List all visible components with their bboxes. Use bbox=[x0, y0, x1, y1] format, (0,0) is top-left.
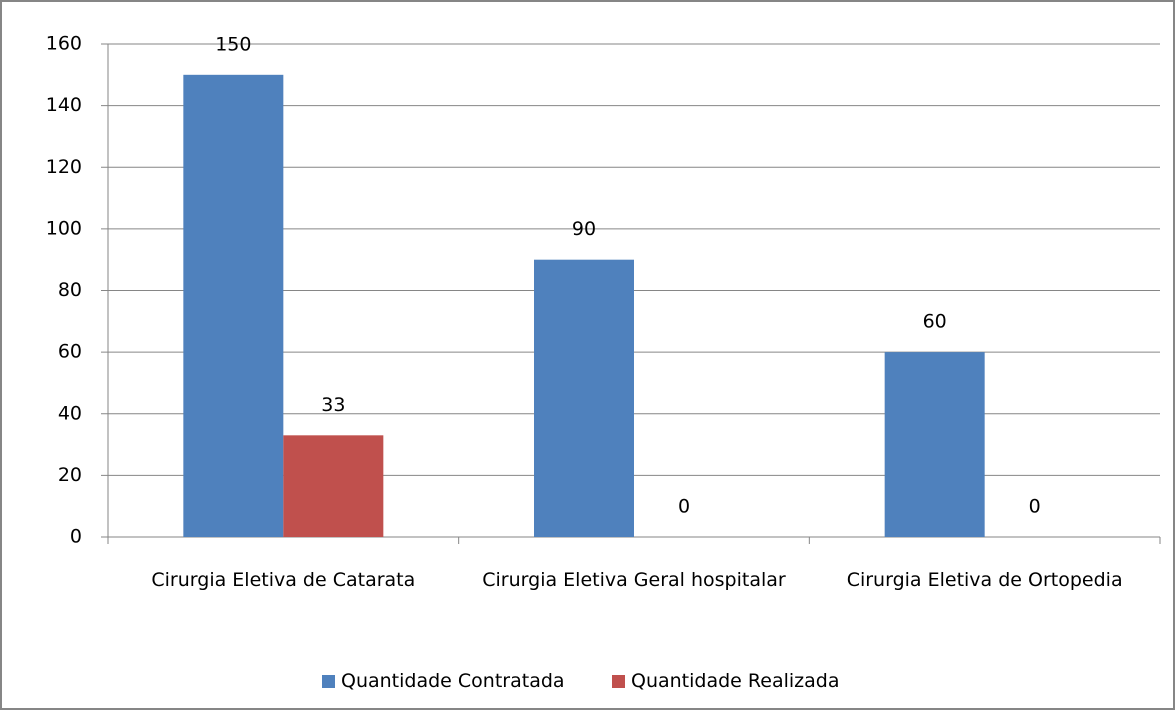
data-label: 60 bbox=[923, 311, 947, 333]
data-label: 0 bbox=[1029, 496, 1041, 518]
y-tick-label: 80 bbox=[58, 279, 82, 301]
y-tick-label: 120 bbox=[46, 156, 82, 178]
legend-swatch bbox=[322, 674, 335, 688]
bar bbox=[884, 352, 985, 537]
y-tick-label: 20 bbox=[58, 464, 82, 486]
y-tick-label: 60 bbox=[58, 341, 82, 363]
x-tick-label: Cirurgia Eletiva Geral hospitalar bbox=[482, 569, 786, 591]
bar bbox=[534, 259, 634, 537]
legend-label: Quantidade Contratada bbox=[341, 670, 565, 692]
legend-item: Quantidade Realizada bbox=[612, 668, 839, 694]
y-tick-label: 140 bbox=[46, 94, 82, 116]
x-tick-label: Cirurgia Eletiva de Ortopedia bbox=[846, 569, 1123, 591]
data-label: 0 bbox=[678, 496, 690, 518]
y-tick-label: 160 bbox=[46, 33, 82, 55]
y-tick-label: 100 bbox=[46, 217, 82, 239]
bar bbox=[283, 435, 384, 537]
data-label: 90 bbox=[572, 218, 596, 240]
y-tick-label: 40 bbox=[58, 402, 82, 424]
data-label: 150 bbox=[215, 33, 251, 55]
legend-label: Quantidade Realizada bbox=[631, 670, 840, 692]
bar bbox=[183, 74, 284, 537]
x-tick-label: Cirurgia Eletiva de Catarata bbox=[151, 569, 416, 591]
legend-swatch bbox=[612, 674, 625, 688]
legend-item: Quantidade Contratada bbox=[322, 668, 565, 694]
y-tick-label: 0 bbox=[70, 526, 82, 548]
data-label: 33 bbox=[321, 394, 345, 416]
